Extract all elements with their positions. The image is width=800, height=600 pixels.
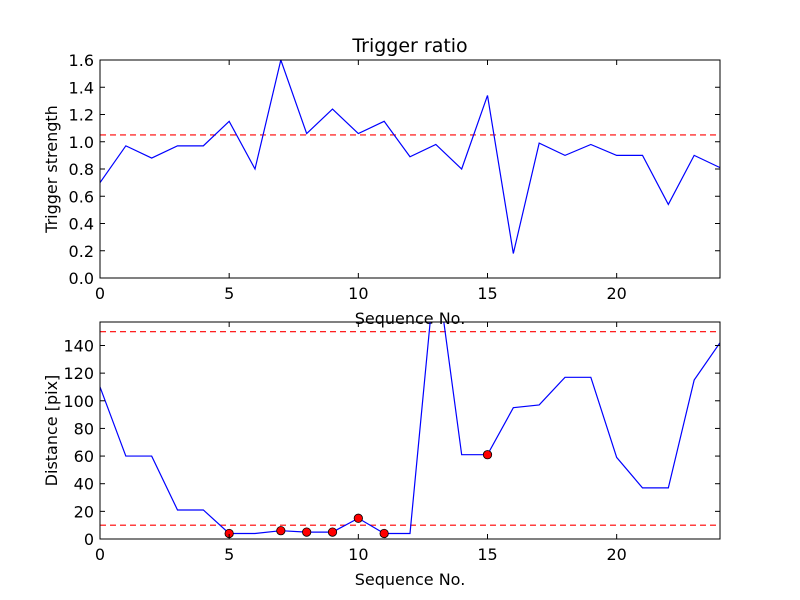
- plot-frame: [99, 59, 721, 279]
- y-tick-label: 0.8: [69, 160, 94, 179]
- data-point-marker: [327, 527, 338, 537]
- data-point-marker: [353, 513, 363, 523]
- x-tick-label: 15: [477, 545, 497, 564]
- chart-2: 0 5 10 15 20 0 20 40 60 80 100 120 140 Sequence No. Di…: [42, 321, 721, 589]
- x-tick-label: 20: [606, 545, 626, 564]
- x-tick-label: 0: [95, 284, 105, 303]
- y-axis-label: Distance [pix]: [42, 375, 61, 487]
- x-tick-label: 15: [477, 284, 497, 303]
- chart-title: Trigger ratio: [351, 35, 467, 57]
- y-tick-label: 1.0: [69, 133, 94, 152]
- y-tick-label: 1.6: [69, 51, 94, 70]
- x-tick-label: 5: [224, 545, 234, 564]
- x-tick-label: 10: [348, 545, 368, 564]
- y-tick-label: 0.4: [69, 215, 94, 234]
- data-point-marker: [276, 526, 286, 536]
- y-axis-label: Trigger strength: [42, 105, 61, 234]
- y-tick-label: 100: [63, 392, 94, 411]
- x-tick-label: 10: [348, 284, 368, 303]
- y-tick-label: 80: [74, 419, 94, 438]
- y-tick-label: 120: [63, 364, 94, 383]
- data-point-marker: [482, 450, 493, 460]
- y-tick-label: 1.4: [69, 78, 94, 97]
- x-tick-label: 20: [606, 284, 626, 303]
- data-point-marker: [302, 527, 312, 537]
- data-point-marker: [379, 528, 389, 539]
- y-tick-label: 60: [74, 447, 94, 466]
- y-tick-label: 40: [74, 475, 94, 494]
- y-tick-label: 1.2: [69, 106, 94, 125]
- y-tick-label: 0: [84, 530, 94, 549]
- x-axis-label: Sequence No.: [355, 309, 466, 328]
- plot-frame: [99, 321, 721, 540]
- y-tick-label: 0.0: [69, 269, 94, 288]
- y-tick-label: 140: [63, 336, 94, 355]
- y-tick-label: 0.6: [69, 187, 94, 206]
- series-line: [100, 60, 720, 254]
- y-tick-label: 0.2: [69, 242, 94, 261]
- x-axis-label: Sequence No.: [355, 570, 466, 589]
- series-line: [100, 322, 720, 535]
- chart-1: 0 5 10 15 20 0.0 0.2 0.4 0.6 0.8 1.0 1.2 1.4 1.6 Trigg…: [42, 35, 721, 328]
- x-tick-label: 0: [95, 545, 105, 564]
- y-tick-label: 20: [74, 502, 94, 521]
- x-tick-label: 5: [224, 284, 234, 303]
